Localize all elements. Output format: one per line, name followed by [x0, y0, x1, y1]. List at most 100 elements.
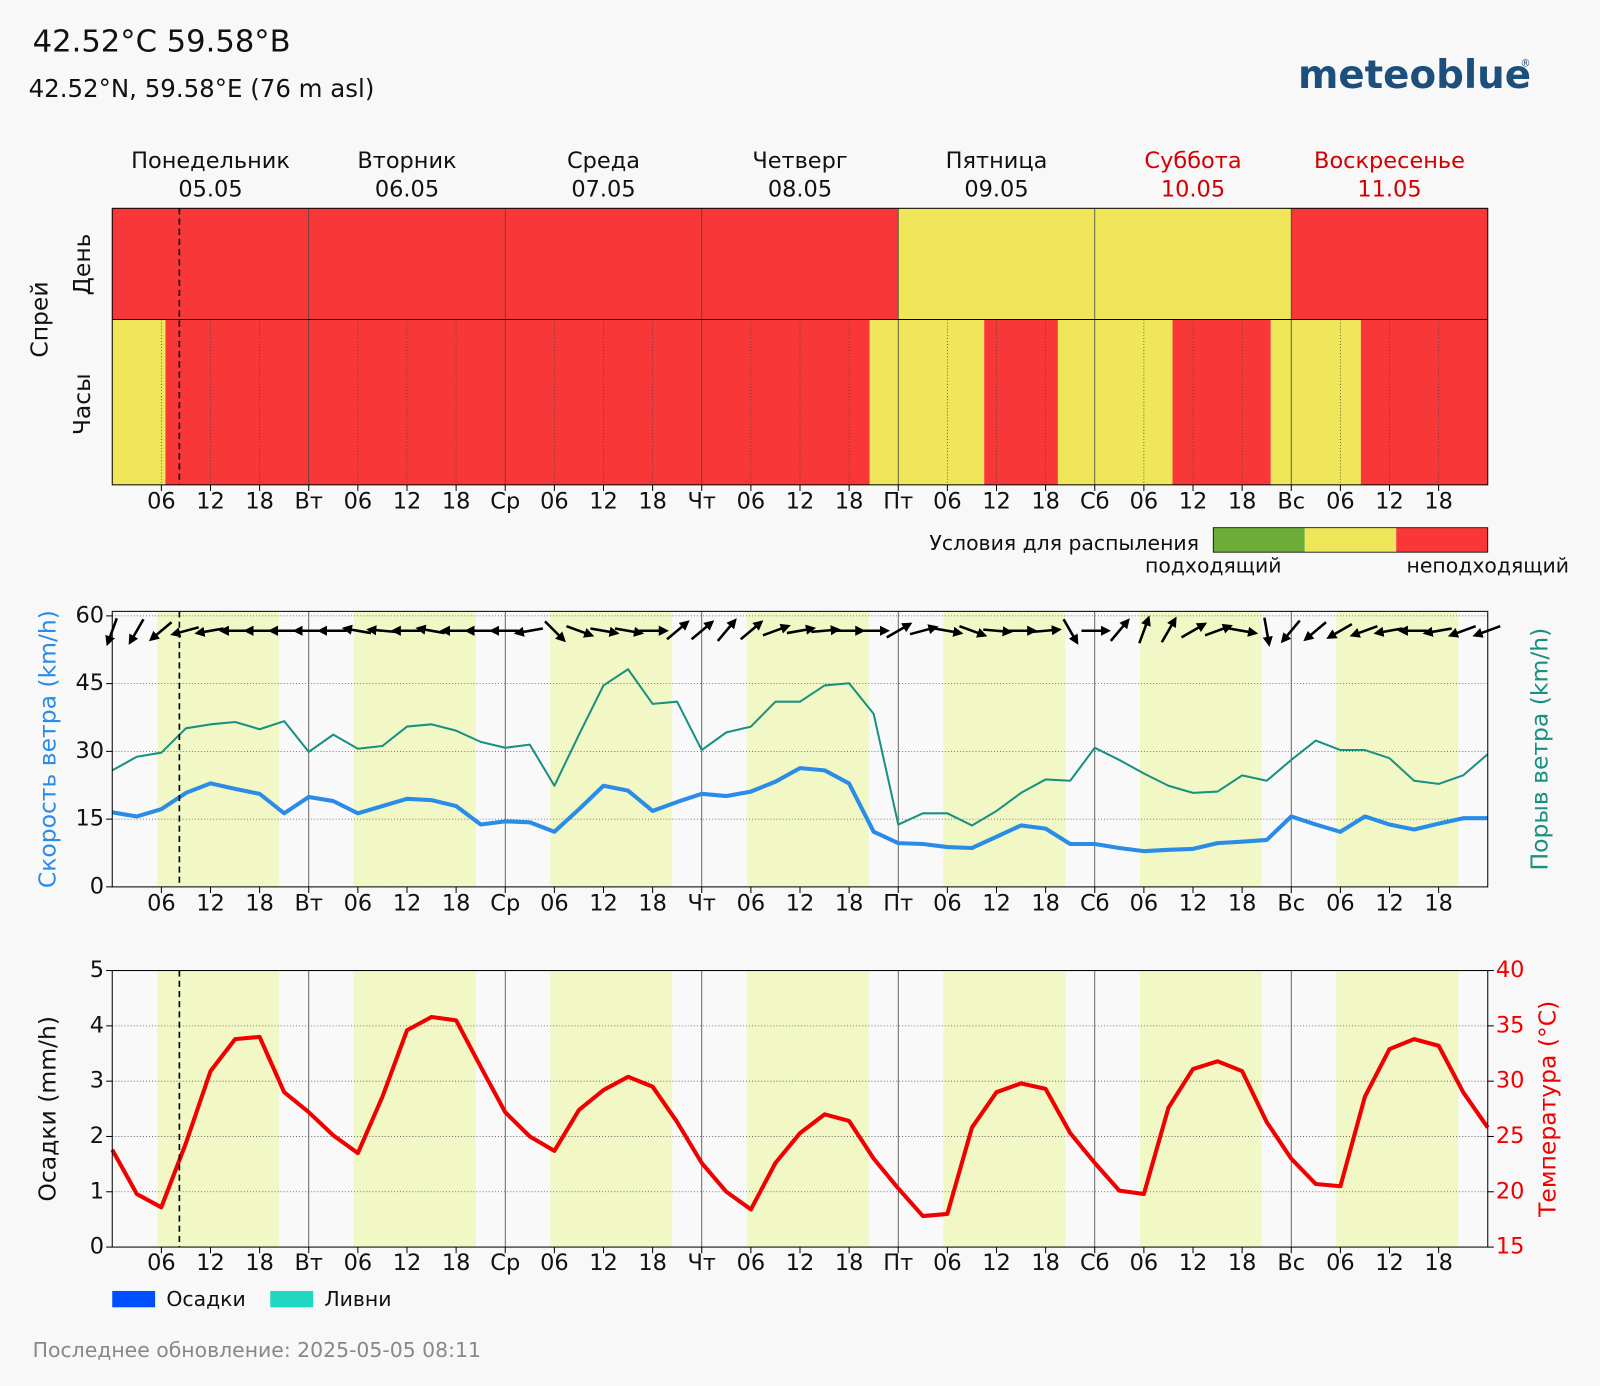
x-tick-label: 06: [147, 489, 176, 515]
x-tick-label: 12: [393, 891, 422, 917]
y2-tick-label: 35: [1496, 1012, 1525, 1038]
y-tick-label: 30: [76, 738, 105, 764]
x-tick-label: Вт: [295, 489, 323, 515]
wind-arrow: [1109, 618, 1130, 642]
wind-arrow: [1138, 615, 1151, 644]
x-tick-label: 06: [1326, 891, 1355, 917]
day-date: 07.05: [571, 176, 635, 202]
wind-arrow: [1280, 619, 1301, 644]
x-tick-label: 06: [933, 1250, 962, 1276]
page-subtitle: 42.52°N, 59.58°E (76 m asl): [29, 74, 375, 103]
day-condition: [701, 208, 899, 320]
y2-tick-label: 30: [1496, 1068, 1525, 1094]
x-tick-label: 06: [344, 489, 373, 515]
x-tick-label: Чт: [688, 1250, 716, 1276]
x-tick-label: 18: [442, 891, 471, 917]
x-tick-label: 12: [393, 489, 422, 515]
x-tick-label: 18: [638, 891, 667, 917]
x-tick-label: 18: [835, 891, 864, 917]
x-tick-label: Ср: [490, 1250, 520, 1276]
hour-condition: [1270, 319, 1361, 485]
row-label: Часы: [68, 373, 96, 435]
series-line: [110, 1014, 1490, 1219]
x-tick-label: Пт: [883, 1250, 913, 1276]
daylight: [746, 611, 869, 887]
series-line: [111, 668, 1489, 827]
daylight: [353, 970, 476, 1248]
x-tick-label: 12: [589, 891, 618, 917]
x-tick-label: 18: [245, 891, 274, 917]
y-tick-label: 5: [90, 957, 104, 983]
wind-arrow: [566, 625, 595, 638]
day-condition: [505, 208, 702, 320]
x-tick-label: Вт: [295, 891, 323, 917]
x-tick-label: 06: [540, 489, 569, 515]
x-tick-label: 06: [344, 1250, 373, 1276]
day-condition: [1291, 208, 1488, 320]
x-tick-label: 18: [1424, 489, 1453, 515]
wind-arrow: [1160, 616, 1177, 643]
y2-tick-label: 25: [1496, 1123, 1525, 1149]
x-tick-label: 12: [1179, 891, 1208, 917]
x-tick-label: 12: [589, 1250, 618, 1276]
x-tick-label: 12: [1179, 489, 1208, 515]
x-tick-label: 12: [786, 891, 815, 917]
x-tick-label: 12: [982, 891, 1011, 917]
x-tick-label: Пт: [883, 489, 913, 515]
hour-condition: [112, 319, 166, 485]
x-tick-label: 06: [1326, 489, 1355, 515]
x-tick-label: Ср: [490, 891, 520, 917]
wind-arrow: [544, 620, 566, 643]
x-tick-label: 18: [835, 1250, 864, 1276]
footer: Последнее обновление: 2025-05-05 08:11: [33, 1338, 481, 1362]
x-tick-label: 06: [147, 1250, 176, 1276]
x-tick-label: 06: [1130, 489, 1159, 515]
wind-arrow: [1062, 618, 1079, 645]
legend-title: Условия для распыления: [929, 531, 1199, 555]
wind-arrow: [739, 620, 764, 641]
hour-condition: [869, 319, 985, 485]
day-date: 06.05: [375, 176, 439, 202]
x-tick-label: 12: [786, 489, 815, 515]
daylight: [157, 970, 280, 1248]
wind-arrow: [1326, 623, 1353, 639]
x-tick-label: 12: [982, 489, 1011, 515]
row-label: День: [68, 233, 96, 295]
panel-border: [111, 970, 1489, 1248]
x-tick-label: 18: [245, 1250, 274, 1276]
x-tick-label: 06: [540, 1250, 569, 1276]
legend-label: Осадки: [166, 1287, 245, 1311]
daylight: [353, 611, 476, 887]
x-tick-label: Сб: [1080, 489, 1110, 515]
x-tick-label: 12: [196, 1250, 225, 1276]
wind-arrow: [959, 625, 988, 638]
wind-arrow: [148, 621, 173, 642]
hour-condition: [984, 319, 1058, 485]
y-axis-label: Скорость ветра (km/h): [33, 610, 61, 888]
x-tick-label: 12: [1375, 1250, 1404, 1276]
y-axis-label: Спрей: [25, 281, 53, 357]
wind-arrow: [590, 626, 620, 637]
wind-arrow: [762, 623, 791, 637]
y-tick-label: 4: [90, 1012, 104, 1038]
day-date: 10.05: [1161, 176, 1225, 202]
wind-arrow: [1349, 625, 1378, 638]
x-tick-label: 18: [1228, 489, 1257, 515]
x-tick-label: 12: [196, 891, 225, 917]
x-tick-label: 06: [344, 891, 373, 917]
day-date: 05.05: [178, 176, 242, 202]
hour-condition: [1057, 319, 1173, 485]
x-tick-label: 18: [1031, 891, 1060, 917]
y-tick-label: 3: [90, 1068, 104, 1094]
x-tick-label: 12: [589, 489, 618, 515]
legend-label: Ливни: [324, 1287, 391, 1311]
x-tick-label: Ср: [490, 489, 520, 515]
legend-swatch: [112, 1290, 156, 1308]
x-tick-label: 18: [638, 489, 667, 515]
daylight: [943, 970, 1066, 1248]
legend-label: подходящий: [1145, 553, 1282, 577]
x-tick-label: 06: [737, 489, 766, 515]
x-tick-label: 06: [1130, 891, 1159, 917]
day-name: Понедельник: [131, 148, 290, 174]
